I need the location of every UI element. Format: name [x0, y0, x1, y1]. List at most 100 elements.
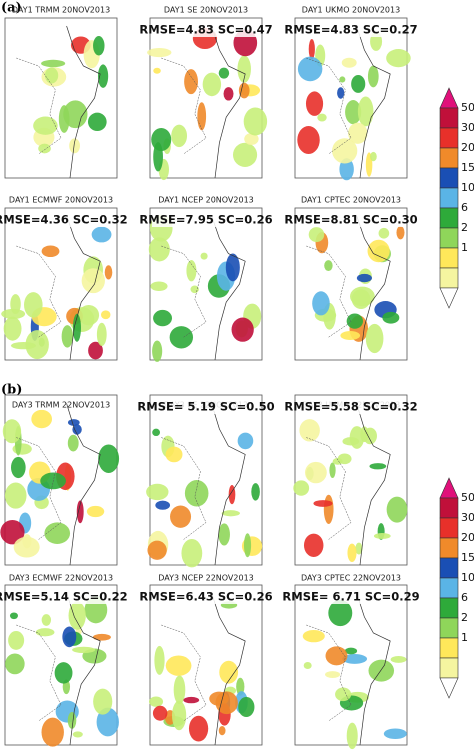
border [306, 245, 352, 338]
rain-area [236, 677, 245, 696]
colorbar-segment [439, 227, 459, 249]
border [161, 624, 207, 722]
map-title: DAY1 ECMWF 20NOV2013 [9, 196, 113, 205]
rain-area [151, 127, 172, 152]
rain-area [186, 260, 197, 282]
rain-area [396, 225, 405, 240]
score: RMSE=4.83 SC=0.47 [139, 23, 272, 37]
colorbar-cap [439, 477, 459, 499]
rain-area [228, 484, 236, 505]
rain-area [218, 523, 230, 546]
rain-area [347, 543, 357, 563]
map-title: DAY3 CPTEC 22NOV2013 [301, 574, 401, 583]
rain-area [305, 91, 324, 116]
rain-area [1, 308, 26, 319]
rain-area [378, 227, 390, 239]
colorbar-segment [439, 657, 459, 679]
panel-label: (a) [1, 1, 22, 16]
rain-area [69, 138, 81, 154]
colorbar: 50 30 20 15 10 6 2 1 [439, 477, 474, 699]
rain-area [299, 419, 320, 442]
rain-area [169, 326, 194, 349]
colorbar-label: 50 [461, 101, 474, 114]
rain-area [171, 124, 188, 148]
score: RMSE= 5.19 SC=0.50 [137, 400, 274, 414]
rain-area [4, 482, 27, 509]
coastline [211, 215, 246, 361]
rain-area [67, 434, 79, 452]
rain-area [2, 419, 22, 444]
colorbar-cap [439, 87, 459, 109]
colorbar-segment [439, 597, 459, 619]
colorbar-segment [439, 207, 459, 229]
rain-area [67, 419, 80, 426]
rain-area [200, 252, 208, 260]
rain-area [41, 614, 52, 626]
panel-label: (b) [1, 383, 22, 398]
rain-area [96, 322, 107, 347]
colorbar-label: 6 [461, 591, 468, 604]
map-title: DAY3 NCEP 22NOV2013 [158, 574, 254, 583]
rain-area [44, 522, 71, 544]
colorbar-segment [439, 637, 459, 659]
score-bg [297, 590, 405, 604]
rain-area [5, 653, 25, 675]
rain-area [25, 330, 49, 360]
score-bg [152, 590, 260, 604]
rain-area [104, 265, 113, 280]
coastline [211, 25, 246, 179]
score: RMSE= 6.71 SC=0.29 [282, 590, 419, 604]
colorbar-segment [439, 127, 459, 149]
map-title: DAY3 ECMWF 22NOV2013 [9, 574, 113, 583]
rain-area [91, 226, 112, 243]
score-bg [297, 213, 405, 227]
rain-area [231, 317, 254, 342]
rain-area [0, 519, 25, 545]
coastline [66, 25, 101, 179]
score-bg [297, 23, 405, 37]
colorbar-segment [439, 167, 459, 189]
rain-area [329, 462, 336, 479]
colorbar-cap [439, 677, 459, 699]
score-bg [7, 590, 115, 604]
colorbar-segment [439, 617, 459, 639]
colorbar-label: 6 [461, 201, 468, 214]
rain-area [369, 463, 387, 470]
rain-area [184, 479, 209, 507]
rain-area [152, 340, 163, 362]
coastline [66, 592, 101, 746]
rain-area [363, 427, 377, 445]
rain-area [390, 655, 407, 663]
colorbar-segment [439, 267, 459, 289]
rain-area [72, 313, 82, 342]
rain-area [153, 309, 173, 327]
map: DAY3 ECMWF 22NOV2013 RMSE=5.14 SC=0.22 [0, 574, 128, 747]
map-title: DAY1 TRMM 20NOV2013 [12, 6, 110, 15]
rain-area [183, 696, 200, 704]
rain-area [339, 76, 346, 83]
colorbar-label: 15 [461, 161, 474, 174]
rain-area [317, 113, 327, 122]
rain-area [9, 612, 18, 620]
map: DAY1 SE 20NOV2013 RMSE=4.83 SC=0.47 [139, 6, 273, 181]
rain-area [146, 483, 169, 501]
rain-area [147, 540, 167, 560]
rain-area [342, 654, 368, 664]
rain-area [67, 711, 77, 729]
rain-area [93, 688, 113, 715]
rain-area [302, 629, 325, 643]
rain-area [341, 57, 357, 68]
rain-area [340, 331, 361, 340]
rain-area [335, 687, 352, 702]
rain-area [41, 245, 60, 258]
rain-area [323, 494, 334, 524]
rain-area [223, 87, 234, 101]
colorbar-cap [439, 287, 459, 309]
rain-area [33, 116, 58, 135]
rain-area [332, 138, 358, 164]
rain-area [344, 647, 358, 655]
rain-area [215, 691, 238, 715]
map-title: DAY1 UKMO 20NOV2013 [302, 6, 400, 15]
rain-area [38, 143, 51, 154]
rain-area [72, 646, 96, 654]
